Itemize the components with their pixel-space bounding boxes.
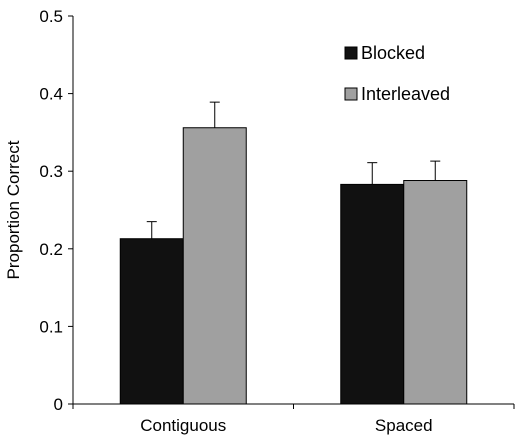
y-tick-label: 0.2 bbox=[39, 240, 63, 259]
legend-swatch-blocked bbox=[344, 46, 358, 60]
y-tick-label: 0 bbox=[54, 395, 63, 414]
bar-interleaved-contiguous bbox=[182, 127, 247, 405]
legend: Blocked Interleaved bbox=[344, 43, 450, 104]
x-tick-label: Contiguous bbox=[140, 416, 226, 435]
y-axis-title: Proportion Correct bbox=[4, 140, 23, 279]
bar-blocked-spaced bbox=[340, 183, 405, 405]
legend-swatch-interleaved bbox=[344, 87, 358, 101]
y-tick-label: 0.1 bbox=[39, 317, 63, 336]
bar-interleaved-spaced bbox=[403, 180, 468, 405]
y-tick-label: 0.5 bbox=[39, 7, 63, 26]
legend-label-interleaved: Interleaved bbox=[361, 84, 450, 104]
x-tick-label: Spaced bbox=[375, 416, 433, 435]
y-tick-label: 0.3 bbox=[39, 162, 63, 181]
y-tick-label: 0.4 bbox=[39, 85, 63, 104]
bar-blocked-contiguous bbox=[119, 238, 184, 405]
legend-label-blocked: Blocked bbox=[361, 43, 425, 63]
